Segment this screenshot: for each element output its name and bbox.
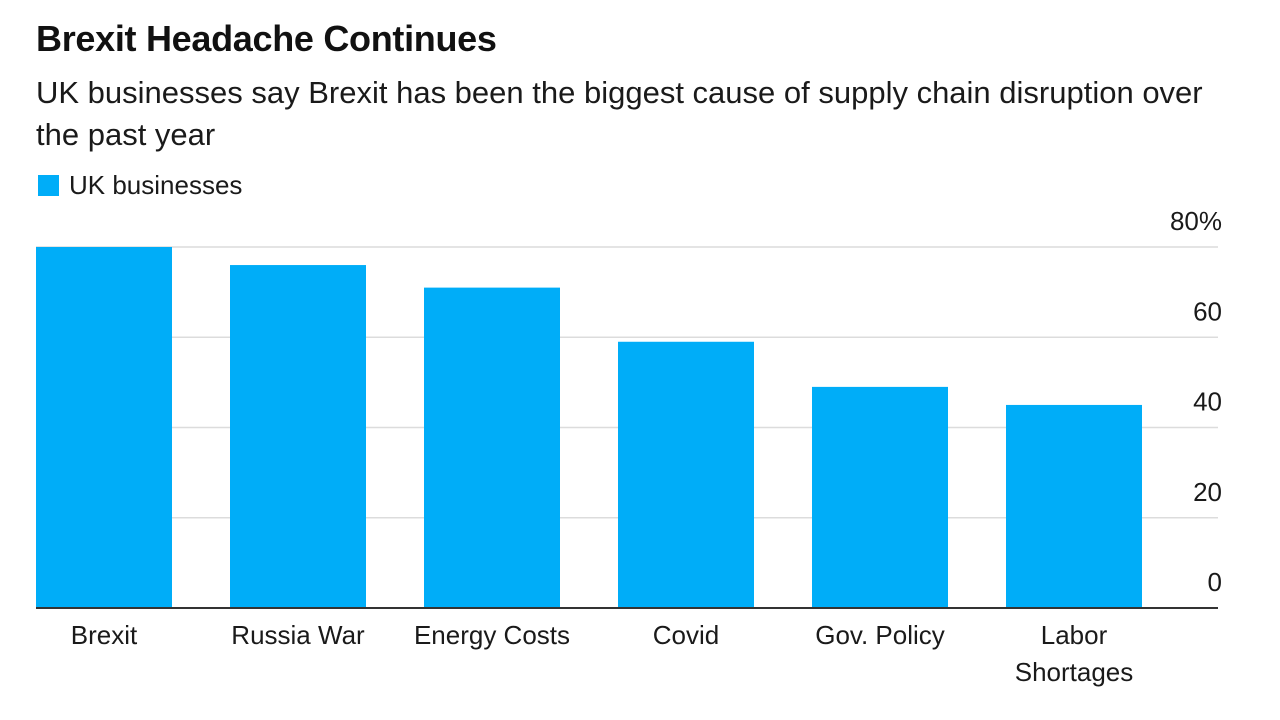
bar — [812, 386, 948, 608]
x-category-label-line: Gov. Policy — [815, 620, 945, 650]
x-category-label: Russia War — [231, 620, 365, 650]
y-tick-label: 60 — [1193, 296, 1222, 326]
x-category-label-line: Labor — [1041, 620, 1108, 650]
y-tick-label: 0 — [1208, 567, 1222, 597]
x-category-label-line: Brexit — [71, 620, 138, 650]
x-category-label: Energy Costs — [414, 620, 570, 650]
bar — [1006, 404, 1142, 608]
chart-title: Brexit Headache Continues — [36, 18, 497, 59]
bars — [36, 247, 1142, 608]
x-category-label: Gov. Policy — [815, 620, 945, 650]
legend-label: UK businesses — [69, 170, 243, 200]
bar — [230, 265, 366, 608]
x-category-label: Brexit — [71, 620, 138, 650]
x-category-label: Covid — [653, 620, 719, 650]
x-axis-categories: Brexit Russia War Energy Costs Covid Gov. Po… — [71, 620, 1134, 687]
x-category-label-line: Russia War — [231, 620, 365, 650]
y-tick-label: 40 — [1193, 387, 1222, 417]
legend-swatch — [38, 175, 59, 196]
x-category-label-line: Energy Costs — [414, 620, 570, 650]
x-category-label-line: Shortages — [1015, 657, 1134, 687]
bar — [424, 287, 560, 608]
bar — [618, 341, 754, 608]
y-tick-label: 80% — [1170, 206, 1222, 236]
y-axis-ticks: 0 20 40 60 80% — [1170, 206, 1222, 597]
x-category-label: Labor Shortages — [1015, 620, 1134, 687]
x-category-label-line: Covid — [653, 620, 719, 650]
chart-subtitle: UK businesses say Brexit has been the bi… — [36, 75, 1203, 152]
bar — [36, 247, 172, 608]
legend: UK businesses — [38, 170, 242, 201]
y-tick-label: 20 — [1193, 477, 1222, 507]
